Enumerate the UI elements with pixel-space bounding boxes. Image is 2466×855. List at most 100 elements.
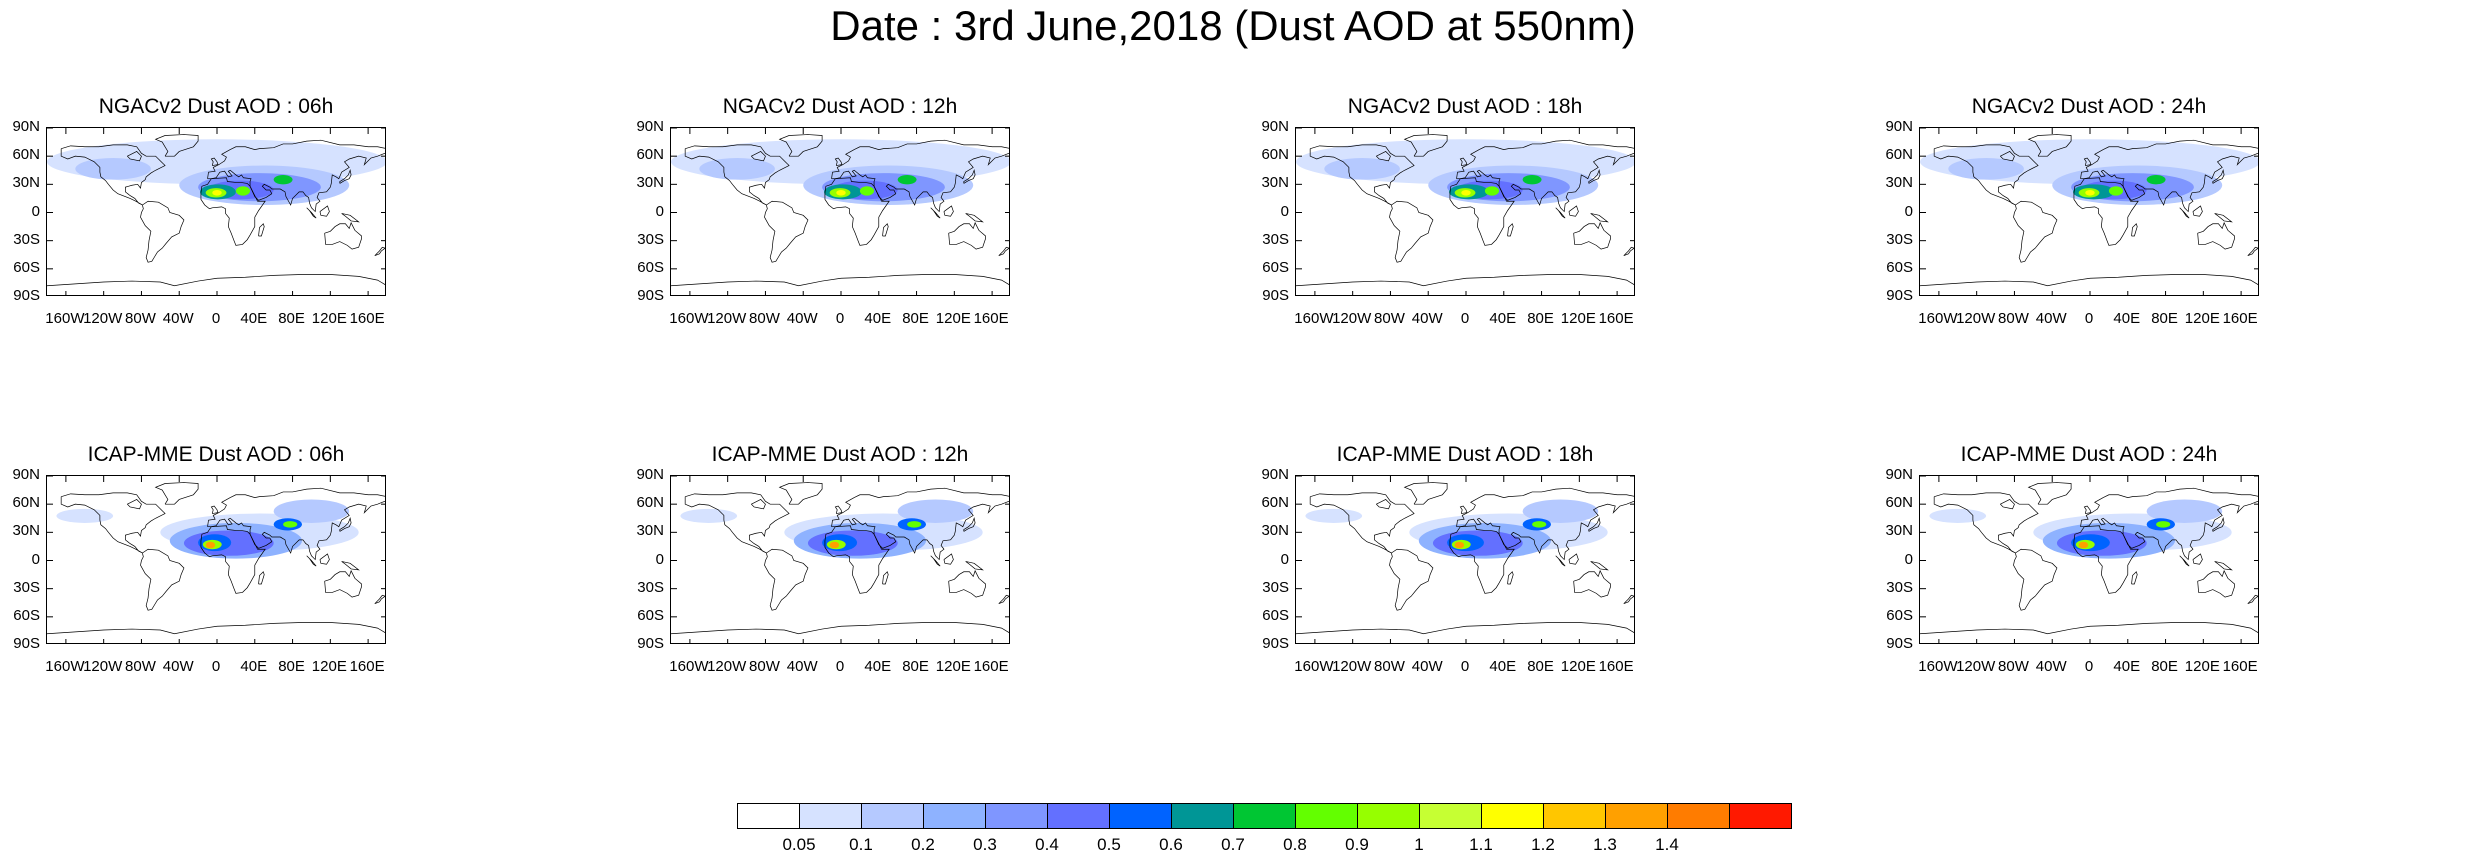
latitude-tick-label: 30N (1885, 522, 1913, 540)
map-panel: NGACv2 Dust AOD : 24h 90N 60N 30N 0 30S 60S 90S… (1885, 95, 2259, 327)
coastline (2083, 157, 2092, 166)
dust-aod-field (2156, 521, 2171, 528)
colorbar-label: 1.3 (1593, 835, 1617, 854)
longitude-tick-label: 80E (1527, 658, 1554, 675)
longitude-tick-label: 40W (2035, 658, 2067, 675)
dust-map (1296, 476, 1634, 643)
latitude-tick-label: 30N (1261, 174, 1289, 192)
dust-aod-field (2078, 541, 2089, 549)
coastline (210, 505, 219, 514)
dust-aod-field (1324, 158, 1400, 180)
colorbar-label: 0.9 (1345, 835, 1369, 854)
coastline (834, 505, 843, 514)
latitude-tick-label: 0 (1280, 550, 1289, 568)
longitude-tick-label: 120E (935, 310, 971, 327)
coastline (1623, 246, 1634, 257)
coastline (1588, 169, 1601, 184)
longitude-tick-label: 160E (1598, 310, 1634, 327)
coastline (1573, 221, 1611, 250)
colorbar-swatch (1109, 803, 1172, 829)
coastline (963, 517, 976, 532)
longitude-tick-label: 120E (1560, 658, 1596, 675)
latitude-tick-label: 90S (13, 635, 40, 652)
map-panel: ICAP-MME Dust AOD : 12h 90N 60N 30N 0 30S 60S 9… (636, 443, 1010, 675)
coastline (341, 213, 360, 223)
coastline (930, 207, 941, 219)
coastline (1568, 205, 1579, 217)
latitude-tick-label: 60S (1262, 606, 1289, 624)
dust-aod-field (273, 499, 350, 523)
latitude-tick-label: 0 (1904, 550, 1913, 568)
coastline (965, 561, 984, 571)
coastline (834, 157, 843, 166)
longitude-tick-label: 160W (45, 310, 85, 327)
colorbar-label: 1 (1414, 835, 1424, 854)
latitude-tick-label: 60N (12, 494, 40, 512)
coastline (671, 622, 1009, 635)
coastline (684, 492, 790, 554)
colorbar-swatch (861, 803, 924, 829)
dust-aod-field (859, 186, 875, 196)
coastline (2000, 499, 2015, 510)
coastline (374, 594, 385, 605)
coastline (127, 499, 142, 510)
longitude-tick-label: 160W (1294, 658, 1334, 675)
dust-aod-field (56, 508, 114, 523)
longitude-tick-label: 0 (1460, 658, 1470, 675)
coastline (824, 525, 890, 594)
latitude-tick-label: 60S (637, 606, 664, 624)
dust-map (1920, 476, 2258, 643)
latitude-tick-label: 60N (636, 494, 664, 512)
coastline (2131, 571, 2138, 585)
longitude-tick-label: 160W (669, 310, 709, 327)
colorbar-swatch (1481, 803, 1544, 829)
coastline (948, 221, 986, 250)
latitude-tick-label: 60N (1885, 494, 1913, 512)
latitude-tick-label: 60S (1886, 606, 1913, 624)
longitude-tick-label: 80W (749, 310, 780, 327)
colorbar-swatch (1357, 803, 1420, 829)
dust-aod-field (699, 158, 775, 180)
colorbar-label: 0.3 (973, 835, 997, 854)
coastline (339, 517, 352, 532)
coastline (1309, 144, 1415, 206)
longitude-tick-label: 120E (2184, 310, 2220, 327)
panel-title: ICAP-MME Dust AOD : 06h (87, 443, 345, 466)
latitude-tick-label: 0 (1904, 202, 1913, 220)
latitude-tick-label: 0 (655, 550, 664, 568)
latitude-tick-label: 30S (1886, 578, 1913, 596)
dust-aod-field (1461, 189, 1471, 196)
longitude-tick-label: 120W (1956, 658, 1996, 675)
latitude-tick-label: 90N (12, 466, 40, 483)
coastline (778, 134, 823, 157)
coastline (306, 555, 317, 567)
coastline (831, 139, 1009, 213)
longitude-tick-label: 0 (1460, 310, 1470, 327)
colorbar-swatch (1419, 803, 1482, 829)
panel-title: ICAP-MME Dust AOD : 18h (1336, 443, 1594, 466)
map-frame (46, 475, 386, 644)
dust-map (671, 476, 1009, 643)
latitude-tick-label: 30N (1885, 174, 1913, 192)
colorbar-label: 1.2 (1531, 835, 1555, 854)
coastline (1555, 207, 1566, 219)
dust-aod-field (1929, 508, 1987, 523)
dust-aod-field (1522, 499, 1599, 523)
latitude-tick-label: 90S (1262, 635, 1289, 652)
map-panel: ICAP-MME Dust AOD : 24h 90N 60N 30N 0 30S 60S 9… (1885, 443, 2259, 675)
dust-map (47, 476, 385, 643)
map-panel: ICAP-MME Dust AOD : 06h 90N 60N 30N 0 30S 60S 9… (12, 443, 386, 675)
longitude-tick-label: 160E (973, 658, 1009, 675)
coastline (2192, 205, 2203, 217)
coastline (1456, 487, 1634, 561)
coastline (1376, 151, 1391, 162)
longitude-tick-label: 120E (311, 658, 347, 675)
latitude-tick-label: 60N (1261, 146, 1289, 164)
latitude-tick-label: 60N (636, 146, 664, 164)
longitude-tick-label: 120W (1332, 310, 1372, 327)
dust-aod-field (1454, 541, 1465, 549)
coastline (60, 492, 166, 554)
coastline (831, 487, 1009, 561)
coastline (1573, 569, 1611, 598)
coastline (258, 223, 265, 237)
